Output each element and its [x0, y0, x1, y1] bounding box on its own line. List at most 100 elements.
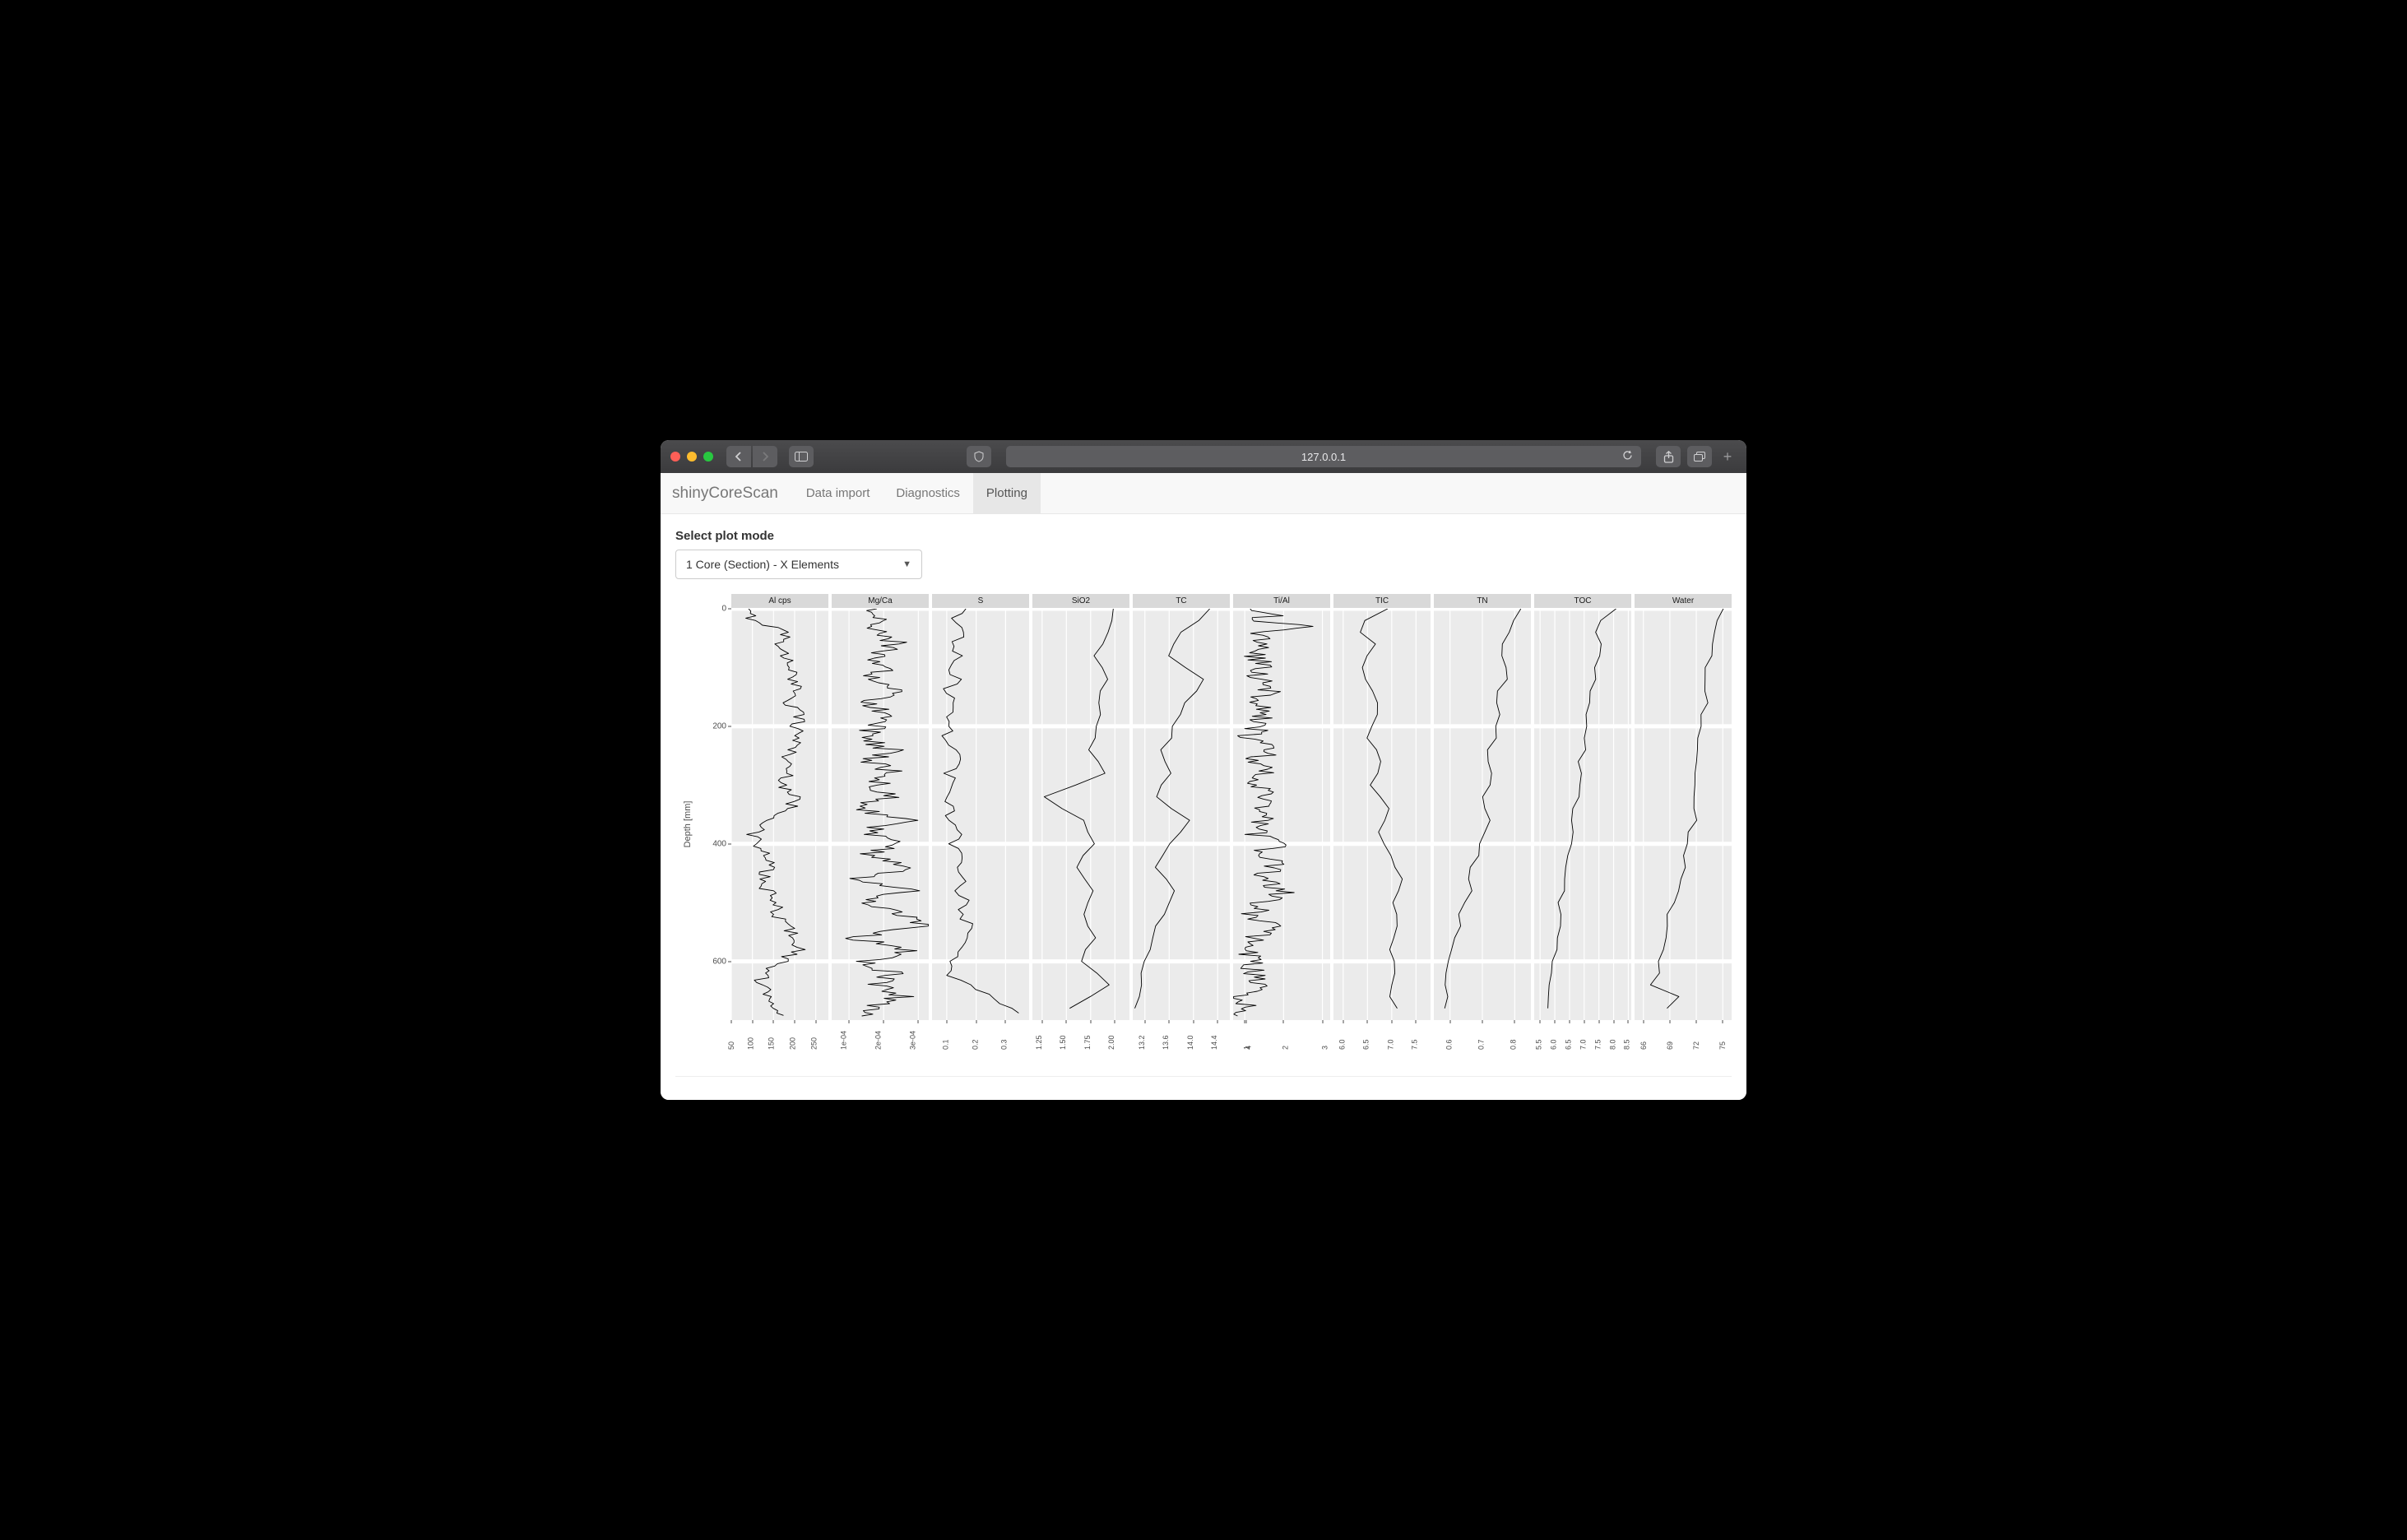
app-brand: shinyCoreScan: [672, 473, 778, 513]
share-button[interactable]: [1656, 446, 1681, 467]
x-tick-label: 50: [727, 1041, 735, 1050]
x-tick-label: 2e-04: [874, 1031, 883, 1050]
browser-window: 127.0.0.1 + shinyCoreScan Data importDia…: [661, 440, 1746, 1100]
window-controls: [670, 452, 713, 462]
y-tick-label: 0: [721, 605, 726, 614]
app-navbar: shinyCoreScan Data importDiagnosticsPlot…: [661, 473, 1746, 514]
nav-tab-plotting[interactable]: Plotting: [973, 473, 1041, 513]
forward-button[interactable]: [753, 446, 777, 467]
x-tick-label: 1.25: [1035, 1035, 1043, 1050]
address-text: 127.0.0.1: [1301, 451, 1346, 463]
x-tick-label: 2: [1282, 1046, 1290, 1050]
panel-body: [1434, 609, 1531, 1020]
titlebar-right: +: [1656, 446, 1737, 467]
panel-body: [1635, 609, 1732, 1020]
panel-body: [1133, 609, 1230, 1020]
x-tick-label: 8.5: [1623, 1039, 1631, 1050]
x-tick-label: 5.5: [1535, 1039, 1543, 1050]
sidebar-toggle-button[interactable]: [789, 446, 814, 467]
plot-panel: TC13.213.614.014.4: [1133, 594, 1230, 1055]
x-axis-ticks: 5.56.06.57.07.58.08.5: [1534, 1020, 1631, 1055]
plot-mode-value: 1 Core (Section) - X Elements: [686, 558, 839, 571]
x-tick-label: 1.50: [1060, 1035, 1068, 1050]
titlebar: 127.0.0.1 +: [661, 440, 1746, 473]
x-tick-label: 7.5: [1593, 1039, 1602, 1050]
x-tick-label: 6.5: [1565, 1039, 1573, 1050]
x-tick-label: 3: [1320, 1046, 1329, 1050]
nav-back-forward: [726, 446, 777, 467]
x-tick-label: 7.0: [1579, 1039, 1588, 1050]
facet-strip: TC: [1133, 594, 1230, 609]
nav-tab-data-import[interactable]: Data import: [793, 473, 883, 513]
facet-strip: Ti/Al: [1233, 594, 1330, 609]
plot-panel: TIC46.06.57.07.5: [1333, 594, 1431, 1055]
reload-icon[interactable]: [1622, 450, 1633, 463]
faceted-plot: Depth [mm] 0 200 400 600 Al cps 50 100 150 200 2…: [675, 594, 1732, 1055]
nav-tab-diagnostics[interactable]: Diagnostics: [883, 473, 973, 513]
back-button[interactable]: [726, 446, 751, 467]
panel-body: [1233, 609, 1330, 1020]
facet-strip: Al cps: [731, 594, 828, 609]
x-tick-label: 69: [1666, 1041, 1674, 1050]
plot-panels: Al cps50100150200250Mg/Ca1e-042e-043e-04…: [731, 594, 1732, 1055]
tabs-button[interactable]: [1687, 446, 1712, 467]
x-tick-label: 4: [1244, 1046, 1252, 1050]
x-axis-ticks: 1.251.501.752.00: [1032, 1020, 1129, 1055]
plot-panel: Water66697275: [1635, 594, 1732, 1055]
x-tick-label: 0.3: [1000, 1039, 1009, 1050]
page-content: Select plot mode 1 Core (Section) - X El…: [661, 514, 1746, 1100]
x-tick-label: 75: [1718, 1041, 1727, 1050]
address-bar[interactable]: 127.0.0.1: [1006, 446, 1641, 467]
facet-strip: Water: [1635, 594, 1732, 609]
minimize-window-button[interactable]: [687, 452, 697, 462]
facet-strip: TN: [1434, 594, 1531, 609]
panel-body: [731, 609, 828, 1020]
x-tick-label: 6.0: [1550, 1039, 1558, 1050]
x-tick-label: 6.0: [1338, 1039, 1347, 1050]
x-tick-label: 0.8: [1510, 1039, 1518, 1050]
y-tick-label: 400: [712, 839, 726, 848]
x-tick-label: 6.5: [1362, 1039, 1370, 1050]
y-tick-label: 600: [712, 957, 726, 966]
x-tick-label: 14.4: [1210, 1035, 1218, 1050]
x-tick-label: 150: [768, 1037, 776, 1050]
plot-mode-select[interactable]: 1 Core (Section) - X Elements ▼: [675, 550, 922, 579]
chevron-down-icon: ▼: [902, 559, 911, 569]
plot-panel: TN 0.6 0.7 0.8: [1434, 594, 1531, 1055]
y-tick-label: 200: [712, 721, 726, 731]
plot-panel: Mg/Ca1e-042e-043e-04: [832, 594, 929, 1055]
new-tab-button[interactable]: +: [1718, 449, 1737, 464]
plot-panel: S 0.10.20.3: [932, 594, 1029, 1055]
y-axis-ticks: 0 200 400 600: [700, 594, 731, 1055]
x-tick-label: 3e-04: [909, 1031, 917, 1050]
panel-body: [1333, 609, 1431, 1020]
x-tick-label: 2.00: [1108, 1035, 1116, 1050]
x-tick-label: 14.0: [1186, 1035, 1194, 1050]
privacy-report-button[interactable]: [967, 446, 991, 467]
x-tick-label: 0.6: [1445, 1039, 1453, 1050]
x-tick-label: 0.1: [942, 1039, 950, 1050]
plot-panel: Ti/Al123: [1233, 594, 1330, 1055]
x-tick-label: 250: [809, 1037, 818, 1050]
x-tick-label: 66: [1639, 1041, 1648, 1050]
x-tick-label: 13.6: [1162, 1035, 1170, 1050]
x-tick-label: 200: [788, 1037, 796, 1050]
x-tick-label: 7.0: [1387, 1039, 1395, 1050]
facet-strip: SiO2: [1032, 594, 1129, 609]
plot-panel: TOC5.56.06.57.07.58.08.5: [1534, 594, 1631, 1055]
plot-panel: SiO21.251.501.752.00: [1032, 594, 1129, 1055]
panel-body: [832, 609, 929, 1020]
x-axis-ticks: 50100150200250: [731, 1020, 828, 1055]
facet-strip: S: [932, 594, 1029, 609]
x-axis-ticks: 0.10.20.3: [932, 1020, 1029, 1055]
x-tick-label: 100: [746, 1037, 754, 1050]
plot-panel: Al cps50100150200250: [731, 594, 828, 1055]
close-window-button[interactable]: [670, 452, 680, 462]
x-tick-label: 0.7: [1477, 1039, 1486, 1050]
maximize-window-button[interactable]: [703, 452, 713, 462]
panel-body: [1534, 609, 1631, 1020]
x-axis-ticks: 66697275: [1635, 1020, 1732, 1055]
y-axis-label-col: Depth [mm]: [675, 594, 700, 1055]
x-axis-ticks: 0.6 0.7 0.8: [1434, 1020, 1531, 1055]
facet-strip: TOC: [1534, 594, 1631, 609]
